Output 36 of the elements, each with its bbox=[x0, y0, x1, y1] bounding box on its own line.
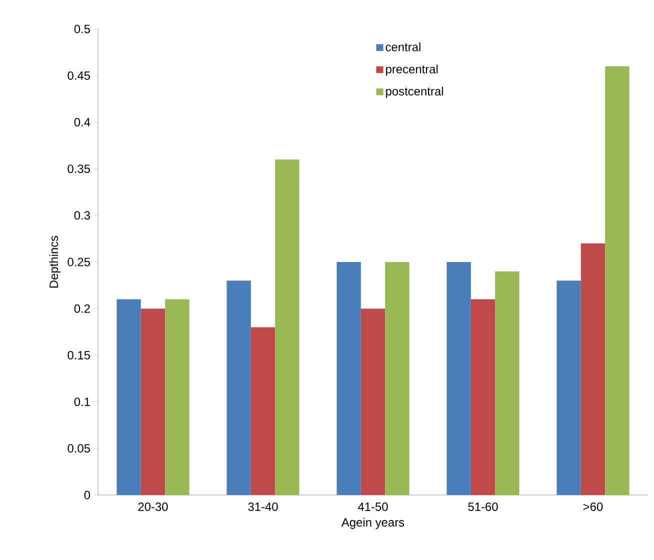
legend-label: central bbox=[386, 42, 420, 52]
x-tick-label: 31-40 bbox=[248, 502, 278, 511]
legend-label: postcentral bbox=[386, 86, 443, 98]
bar bbox=[605, 66, 630, 495]
y-axis-title: Depthincs bbox=[49, 236, 60, 288]
y-tick-label: 0.4 bbox=[74, 118, 90, 126]
bar bbox=[580, 243, 606, 495]
bar bbox=[165, 299, 190, 495]
bar bbox=[556, 280, 581, 495]
y-tick-label: 0.1 bbox=[74, 398, 90, 406]
legend-label: precentral bbox=[386, 64, 438, 76]
x-tick-label: >60 bbox=[583, 502, 603, 511]
y-tick-label: 0.45 bbox=[68, 71, 90, 80]
bar bbox=[275, 159, 300, 495]
x-tick-label: 51-60 bbox=[468, 502, 498, 511]
y-tick-label: 0.2 bbox=[74, 304, 90, 313]
bar bbox=[360, 308, 386, 495]
y-tick-label: 0.25 bbox=[68, 258, 90, 266]
bar bbox=[116, 299, 141, 495]
y-tick-label: 0.5 bbox=[74, 24, 90, 34]
y-tick-label: 0.05 bbox=[68, 444, 90, 453]
y-tick-label: 0.3 bbox=[74, 211, 90, 220]
x-axis-title: Agein years bbox=[341, 518, 404, 529]
bar bbox=[226, 280, 251, 495]
bar bbox=[140, 308, 166, 495]
bar bbox=[336, 262, 361, 495]
x-tick-label: 20-30 bbox=[138, 502, 168, 511]
bar bbox=[446, 262, 471, 495]
bar bbox=[495, 271, 520, 495]
y-tick-label: 0 bbox=[84, 490, 90, 500]
x-tick-label: 41-50 bbox=[358, 502, 388, 511]
bar bbox=[250, 327, 276, 495]
bar bbox=[385, 262, 410, 495]
y-tick-label: 0.15 bbox=[68, 350, 90, 360]
y-tick-label: 0.35 bbox=[68, 164, 90, 174]
bar bbox=[470, 299, 496, 495]
